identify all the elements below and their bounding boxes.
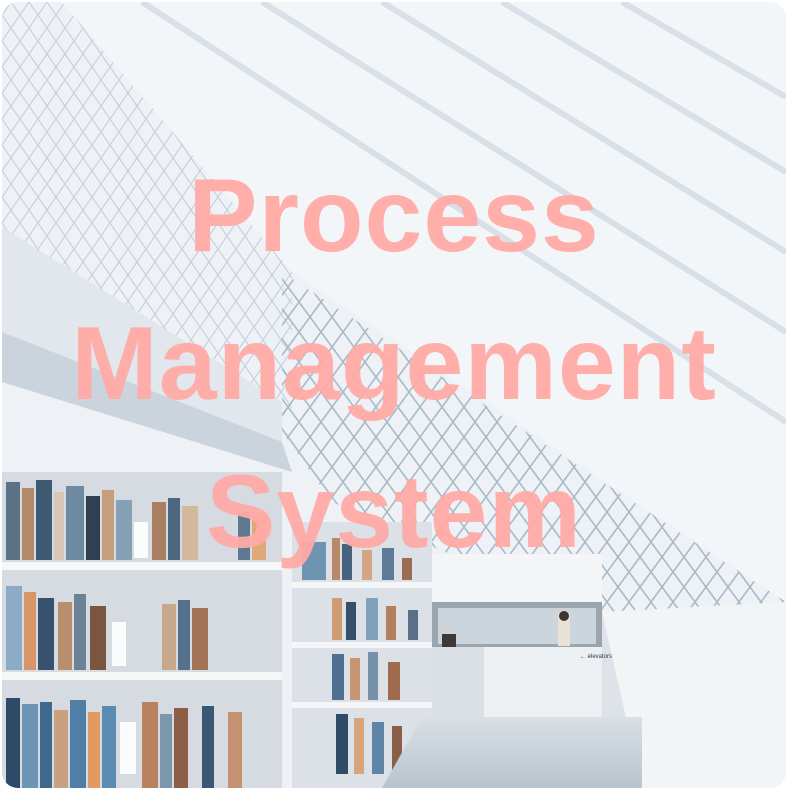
title-line-2: Management bbox=[71, 306, 717, 422]
bookshelf-right bbox=[292, 522, 432, 788]
elevators-sign: ← elevators bbox=[580, 654, 613, 660]
title-line-1: Process bbox=[188, 158, 600, 274]
bookshelf-left bbox=[2, 472, 282, 788]
title-line-3: System bbox=[206, 454, 582, 570]
page-title: Process Management System bbox=[2, 142, 786, 586]
